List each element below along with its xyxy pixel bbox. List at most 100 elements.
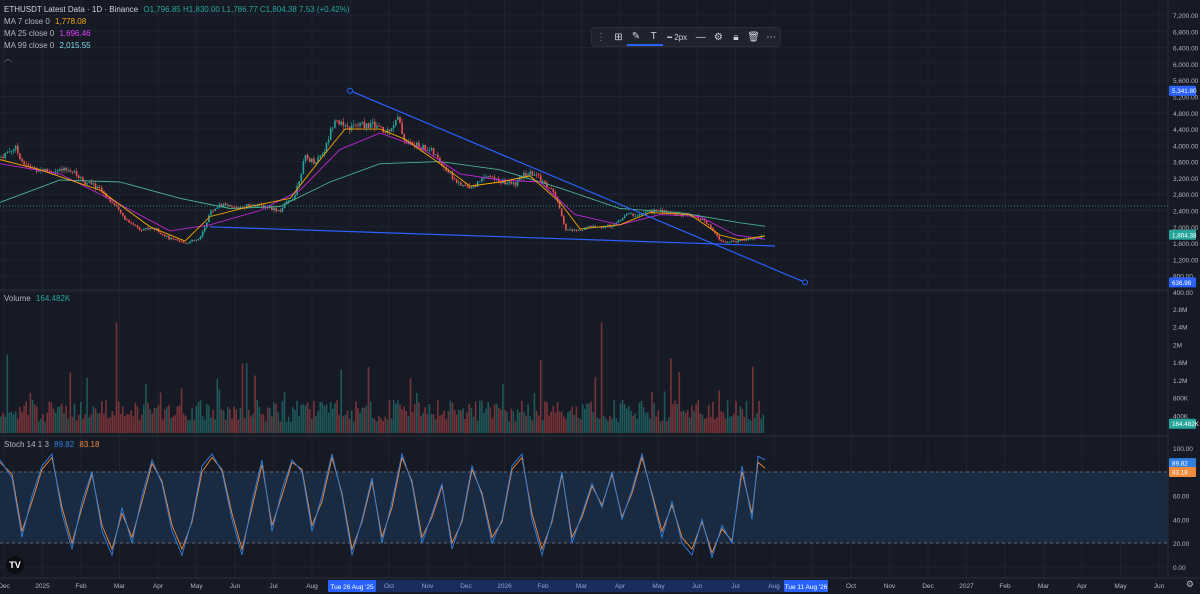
drag-handle-icon[interactable]: ⋮ [595,31,606,43]
candle-body [342,121,345,126]
volume-bar [693,410,695,433]
volume-bar [88,417,90,433]
more-icon[interactable]: ⋯ [766,31,777,43]
trash-icon[interactable]: 🗑︎ [747,31,760,43]
volume-bar [231,418,233,433]
candle-body [556,197,559,202]
volume-bar [50,402,53,433]
template-icon[interactable]: ⊞ [614,31,623,43]
volume-bar [12,414,15,433]
volume-axis[interactable]: 2.8M 2.4M 2M 1.6M 1.2M 800K 400K [1173,307,1189,420]
candle-body [195,239,198,241]
volume-bar [292,407,294,433]
candle-body [617,220,620,223]
time-tick-label: May [652,583,665,590]
volume-bar [67,418,69,433]
candle-body [63,168,65,171]
volume-bar [395,403,397,433]
volume-bar [130,410,132,433]
volume-bar [69,372,72,433]
volume-bar [521,400,523,433]
candle-body [262,205,265,208]
candle-body [161,234,164,235]
volume-bar [149,409,151,433]
volume-bar [128,414,130,433]
trendline [349,90,806,283]
volume-bar [535,410,538,433]
volume-bar [71,416,74,433]
candle-body [600,226,603,229]
stoch-tick-label: 40.00 [1173,517,1190,524]
time-tick-label: Nov [422,583,434,590]
line-width-button[interactable]: ━ 2px [663,28,692,46]
volume-bar [317,411,319,433]
volume-bar [329,402,332,433]
volume-bar [227,406,229,433]
candle-body [323,151,326,155]
volume-bar [197,401,200,433]
candle-body [493,176,496,180]
chart-settings-gear-icon[interactable]: ⚙ [1185,579,1194,589]
volume-bar [458,409,460,433]
price-axis[interactable]: 7,200.00 6,800.00 6,400.00 6,000.00 5,600.00… [1173,13,1199,297]
candle-body [311,158,313,162]
volume-bar [407,416,410,433]
volume-bar [663,391,666,433]
volume-bar [86,377,88,433]
legend-collapse-icon[interactable]: ︿ [4,54,12,63]
line-style-icon[interactable]: — [695,31,706,43]
time-tick-label: May [190,583,203,590]
legend-ma7: MA 7 close 0 1,778.08 [4,17,86,26]
volume-bar [495,403,498,433]
candle-body [628,213,630,215]
lock-icon[interactable]: 🔒︎ [733,31,739,43]
volume-bar [741,409,744,433]
volume-bar [105,400,107,433]
candle-body [424,144,426,151]
settings-icon[interactable]: ⚙ [713,31,723,43]
candle-body [363,122,366,129]
candle-body [6,152,9,154]
volume-bar [416,393,418,433]
volume-bar [178,405,181,433]
legend-ohlc: O1,796.85 H1,830.00 L1,786.77 C1,804.38 … [143,5,350,14]
candle-body [44,168,46,172]
line-color-icon[interactable]: ✎ [627,28,645,46]
text-color-icon[interactable]: T [644,28,663,46]
tradingview-logo-icon[interactable]: TV [6,556,24,574]
volume-bar [497,407,500,433]
candle-body [361,122,363,123]
volume-bar [621,399,624,433]
volume-bar [176,406,179,433]
volume-bar [25,401,27,433]
volume-bar [321,402,324,433]
volume-bar [701,414,704,433]
ma99-line [0,161,766,227]
trendlines[interactable] [209,87,808,286]
volume-bar [605,418,607,433]
candle-body [447,170,450,173]
price-tick-label: 4,400.00 [1173,127,1199,134]
candle-body [592,225,594,228]
volume-bar [592,411,594,433]
volume-bar [237,419,240,433]
candle-body [145,228,147,230]
volume-bar [443,410,445,433]
volume-bar [367,367,370,433]
volume-bar [600,322,603,433]
volume-bar [607,420,609,433]
volume-bar [529,416,531,433]
volume-bar [313,401,315,433]
candle-body [697,215,699,219]
volume-bar [546,401,548,433]
legend-symbol[interactable]: ETHUSDT Latest Data · 1D · Binance [4,5,139,14]
volume-bar [21,412,23,433]
volume-bar [672,404,674,433]
volume-bar [670,358,672,433]
volume-bar [308,409,311,433]
volume-bar [737,415,739,433]
volume-bar [609,416,611,433]
volume-bar [109,417,111,433]
time-axis[interactable]: Dec2025FebMarAprMayJunJulAugSepOctNovDec… [0,580,1165,592]
